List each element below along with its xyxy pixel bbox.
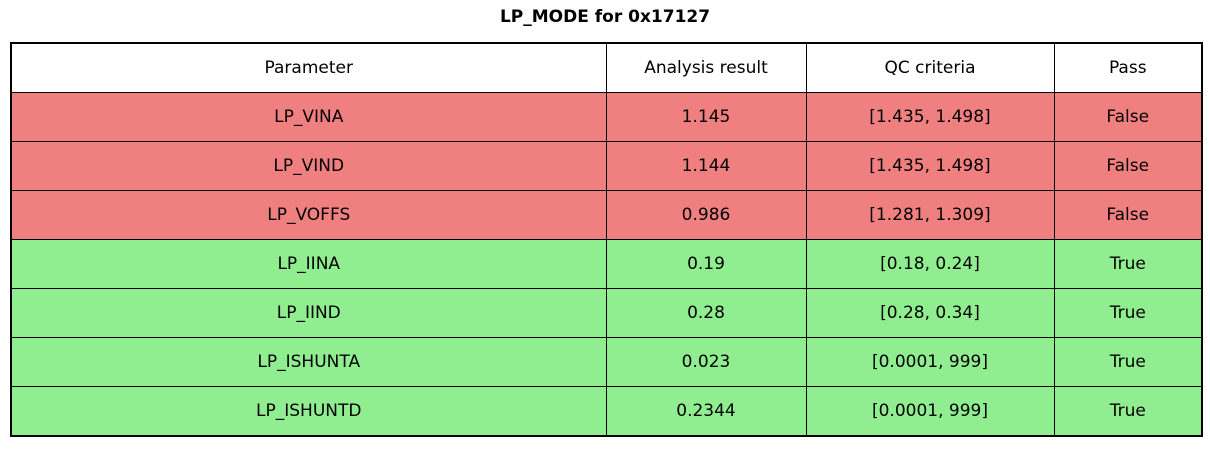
col-header-pass: Pass bbox=[1053, 42, 1203, 93]
cell-pass: True bbox=[1053, 239, 1203, 289]
cell-criteria: [1.435, 1.498] bbox=[805, 141, 1055, 191]
table-row: LP_VIND 1.144 [1.435, 1.498] False bbox=[10, 141, 1203, 191]
cell-parameter: LP_VOFFS bbox=[10, 190, 607, 240]
cell-pass: False bbox=[1053, 92, 1203, 142]
header-row: Parameter Analysis result QC criteria Pa… bbox=[10, 42, 1203, 93]
qc-results-table: Parameter Analysis result QC criteria Pa… bbox=[10, 42, 1203, 437]
cell-result: 1.145 bbox=[605, 92, 807, 142]
col-header-parameter: Parameter bbox=[10, 42, 607, 93]
cell-result: 0.2344 bbox=[605, 386, 807, 437]
cell-parameter: LP_VINA bbox=[10, 92, 607, 142]
cell-pass: True bbox=[1053, 386, 1203, 437]
cell-result: 1.144 bbox=[605, 141, 807, 191]
col-header-analysis-result: Analysis result bbox=[605, 42, 807, 93]
cell-pass: False bbox=[1053, 190, 1203, 240]
cell-result: 0.28 bbox=[605, 288, 807, 338]
cell-criteria: [0.0001, 999] bbox=[805, 386, 1055, 437]
cell-pass: False bbox=[1053, 141, 1203, 191]
cell-parameter: LP_IINA bbox=[10, 239, 607, 289]
table-row: LP_VINA 1.145 [1.435, 1.498] False bbox=[10, 92, 1203, 142]
cell-criteria: [0.28, 0.34] bbox=[805, 288, 1055, 338]
table-row: LP_IIND 0.28 [0.28, 0.34] True bbox=[10, 288, 1203, 338]
cell-criteria: [1.435, 1.498] bbox=[805, 92, 1055, 142]
cell-result: 0.986 bbox=[605, 190, 807, 240]
cell-pass: True bbox=[1053, 288, 1203, 338]
cell-result: 0.023 bbox=[605, 337, 807, 387]
cell-result: 0.19 bbox=[605, 239, 807, 289]
cell-parameter: LP_ISHUNTA bbox=[10, 337, 607, 387]
cell-criteria: [0.18, 0.24] bbox=[805, 239, 1055, 289]
table-row: LP_VOFFS 0.986 [1.281, 1.309] False bbox=[10, 190, 1203, 240]
table-row: LP_IINA 0.19 [0.18, 0.24] True bbox=[10, 239, 1203, 289]
page-title: LP_MODE for 0x17127 bbox=[499, 7, 711, 27]
cell-parameter: LP_ISHUNTD bbox=[10, 386, 607, 437]
table-row: LP_ISHUNTD 0.2344 [0.0001, 999] True bbox=[10, 386, 1203, 437]
table-row: LP_ISHUNTA 0.023 [0.0001, 999] True bbox=[10, 337, 1203, 387]
col-header-qc-criteria: QC criteria bbox=[805, 42, 1055, 93]
cell-pass: True bbox=[1053, 337, 1203, 387]
cell-criteria: [1.281, 1.309] bbox=[805, 190, 1055, 240]
cell-parameter: LP_VIND bbox=[10, 141, 607, 191]
cell-parameter: LP_IIND bbox=[10, 288, 607, 338]
table-body: LP_VINA 1.145 [1.435, 1.498] False LP_VIND 1.… bbox=[10, 92, 1203, 437]
cell-criteria: [0.0001, 999] bbox=[805, 337, 1055, 387]
